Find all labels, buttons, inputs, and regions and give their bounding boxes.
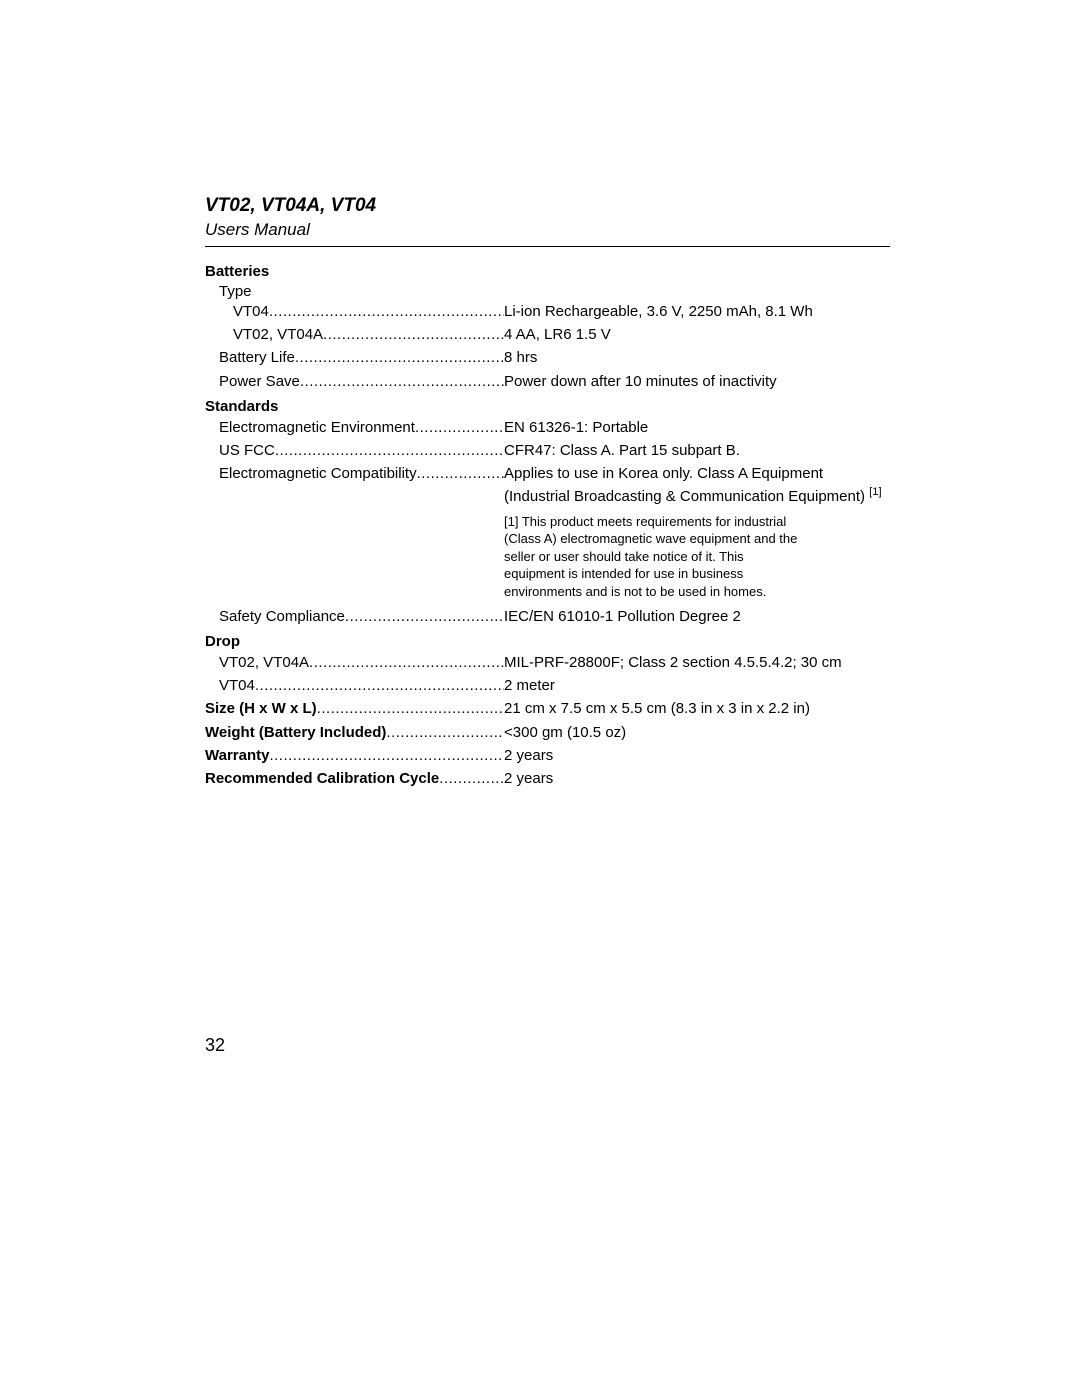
leader-dots: ........................................…: [275, 441, 504, 461]
spec-label: Weight (Battery Included): [205, 723, 386, 743]
spec-label: VT02, VT04A: [219, 653, 309, 673]
header-rule: [205, 246, 890, 247]
spec-label: Safety Compliance: [219, 607, 345, 627]
spec-label: Electromagnetic Environment: [219, 418, 415, 438]
spec-value: Power down after 10 minutes of inactivit…: [504, 372, 890, 392]
leader-dots: ........................................…: [415, 418, 504, 438]
spec-label: Size (H x W x L): [205, 699, 317, 719]
spec-value: <300 gm (10.5 oz): [504, 723, 890, 743]
spec-value: 8 hrs: [504, 348, 890, 368]
spec-value: CFR47: Class A. Part 15 subpart B.: [504, 441, 890, 461]
spec-row: VT04 ...................................…: [205, 676, 890, 696]
spec-row: Warranty ...............................…: [205, 746, 890, 766]
leader-dots: ........................................…: [295, 348, 504, 368]
leader-dots: ........................................…: [269, 746, 504, 766]
spec-row: Recommended Calibration Cycle ..........…: [205, 769, 890, 789]
spec-value: EN 61326-1: Portable: [504, 418, 890, 438]
spec-value: IEC/EN 61010-1 Pollution Degree 2: [504, 607, 890, 627]
leader-dots: ........................................…: [323, 325, 504, 345]
spec-value: MIL-PRF-28800F; Class 2 section 4.5.5.4.…: [504, 653, 890, 673]
footnote-text: This product meets requirements for indu…: [504, 514, 797, 599]
manual-page: VT02, VT04A, VT04 Users Manual Batteries…: [0, 0, 1080, 789]
spec-value: 2 meter: [504, 676, 890, 696]
spec-value: 21 cm x 7.5 cm x 5.5 cm (8.3 in x 3 in x…: [504, 699, 890, 719]
spec-value: Applies to use in Korea only. Class A Eq…: [504, 464, 890, 507]
spec-label: Warranty: [205, 746, 269, 766]
spec-label: VT04: [233, 302, 269, 322]
spec-label: Electromagnetic Compatibility: [219, 464, 417, 484]
leader-dots: ........................................…: [300, 372, 504, 392]
spec-row: Weight (Battery Included) ..............…: [205, 723, 890, 743]
spec-row: VT04 ...................................…: [205, 302, 890, 322]
page-number: 32: [205, 1035, 225, 1056]
spec-value: 2 years: [504, 769, 890, 789]
spec-value: 2 years: [504, 746, 890, 766]
spec-row: Size (H x W x L) .......................…: [205, 699, 890, 719]
leader-dots: ........................................…: [269, 302, 504, 322]
footnote: [1] This product meets requirements for …: [504, 513, 804, 601]
leader-dots: ........................................…: [255, 676, 504, 696]
spec-row: Electromagnetic Environment ............…: [205, 418, 890, 438]
leader-dots: ........................................…: [417, 464, 504, 484]
leader-dots: ........................................…: [386, 723, 504, 743]
spec-label: Power Save: [219, 372, 300, 392]
spec-value: 4 AA, LR6 1.5 V: [504, 325, 890, 345]
batteries-type-label: Type: [219, 283, 890, 300]
leader-dots: ........................................…: [309, 653, 504, 673]
spec-label: US FCC: [219, 441, 275, 461]
section-drop-heading: Drop: [205, 633, 890, 650]
emc-value-text: Applies to use in Korea only. Class A Eq…: [504, 465, 869, 504]
header-title: VT02, VT04A, VT04: [205, 195, 890, 218]
spec-row: Safety Compliance ......................…: [205, 607, 890, 627]
leader-dots: ........................................…: [317, 699, 504, 719]
spec-label: Recommended Calibration Cycle: [205, 769, 439, 789]
footnote-marker: [1]: [504, 514, 518, 529]
page-header: VT02, VT04A, VT04 Users Manual: [205, 195, 890, 247]
footnote-ref: [1]: [869, 486, 882, 498]
spec-row: Power Save .............................…: [205, 372, 890, 392]
spec-row: VT02, VT04A ............................…: [205, 653, 890, 673]
spec-label: VT04: [219, 676, 255, 696]
spec-value: Li-ion Rechargeable, 3.6 V, 2250 mAh, 8.…: [504, 302, 890, 322]
spec-row: Electromagnetic Compatibility ..........…: [205, 464, 890, 507]
leader-dots: ........................................…: [439, 769, 504, 789]
leader-dots: ........................................…: [345, 607, 504, 627]
header-subtitle: Users Manual: [205, 220, 890, 240]
spec-label: VT02, VT04A: [233, 325, 323, 345]
spec-label: Battery Life: [219, 348, 295, 368]
spec-row: VT02, VT04A ............................…: [205, 325, 890, 345]
section-standards-heading: Standards: [205, 398, 890, 415]
section-batteries-heading: Batteries: [205, 263, 890, 280]
spec-row: US FCC .................................…: [205, 441, 890, 461]
spec-row: Battery Life ...........................…: [205, 348, 890, 368]
